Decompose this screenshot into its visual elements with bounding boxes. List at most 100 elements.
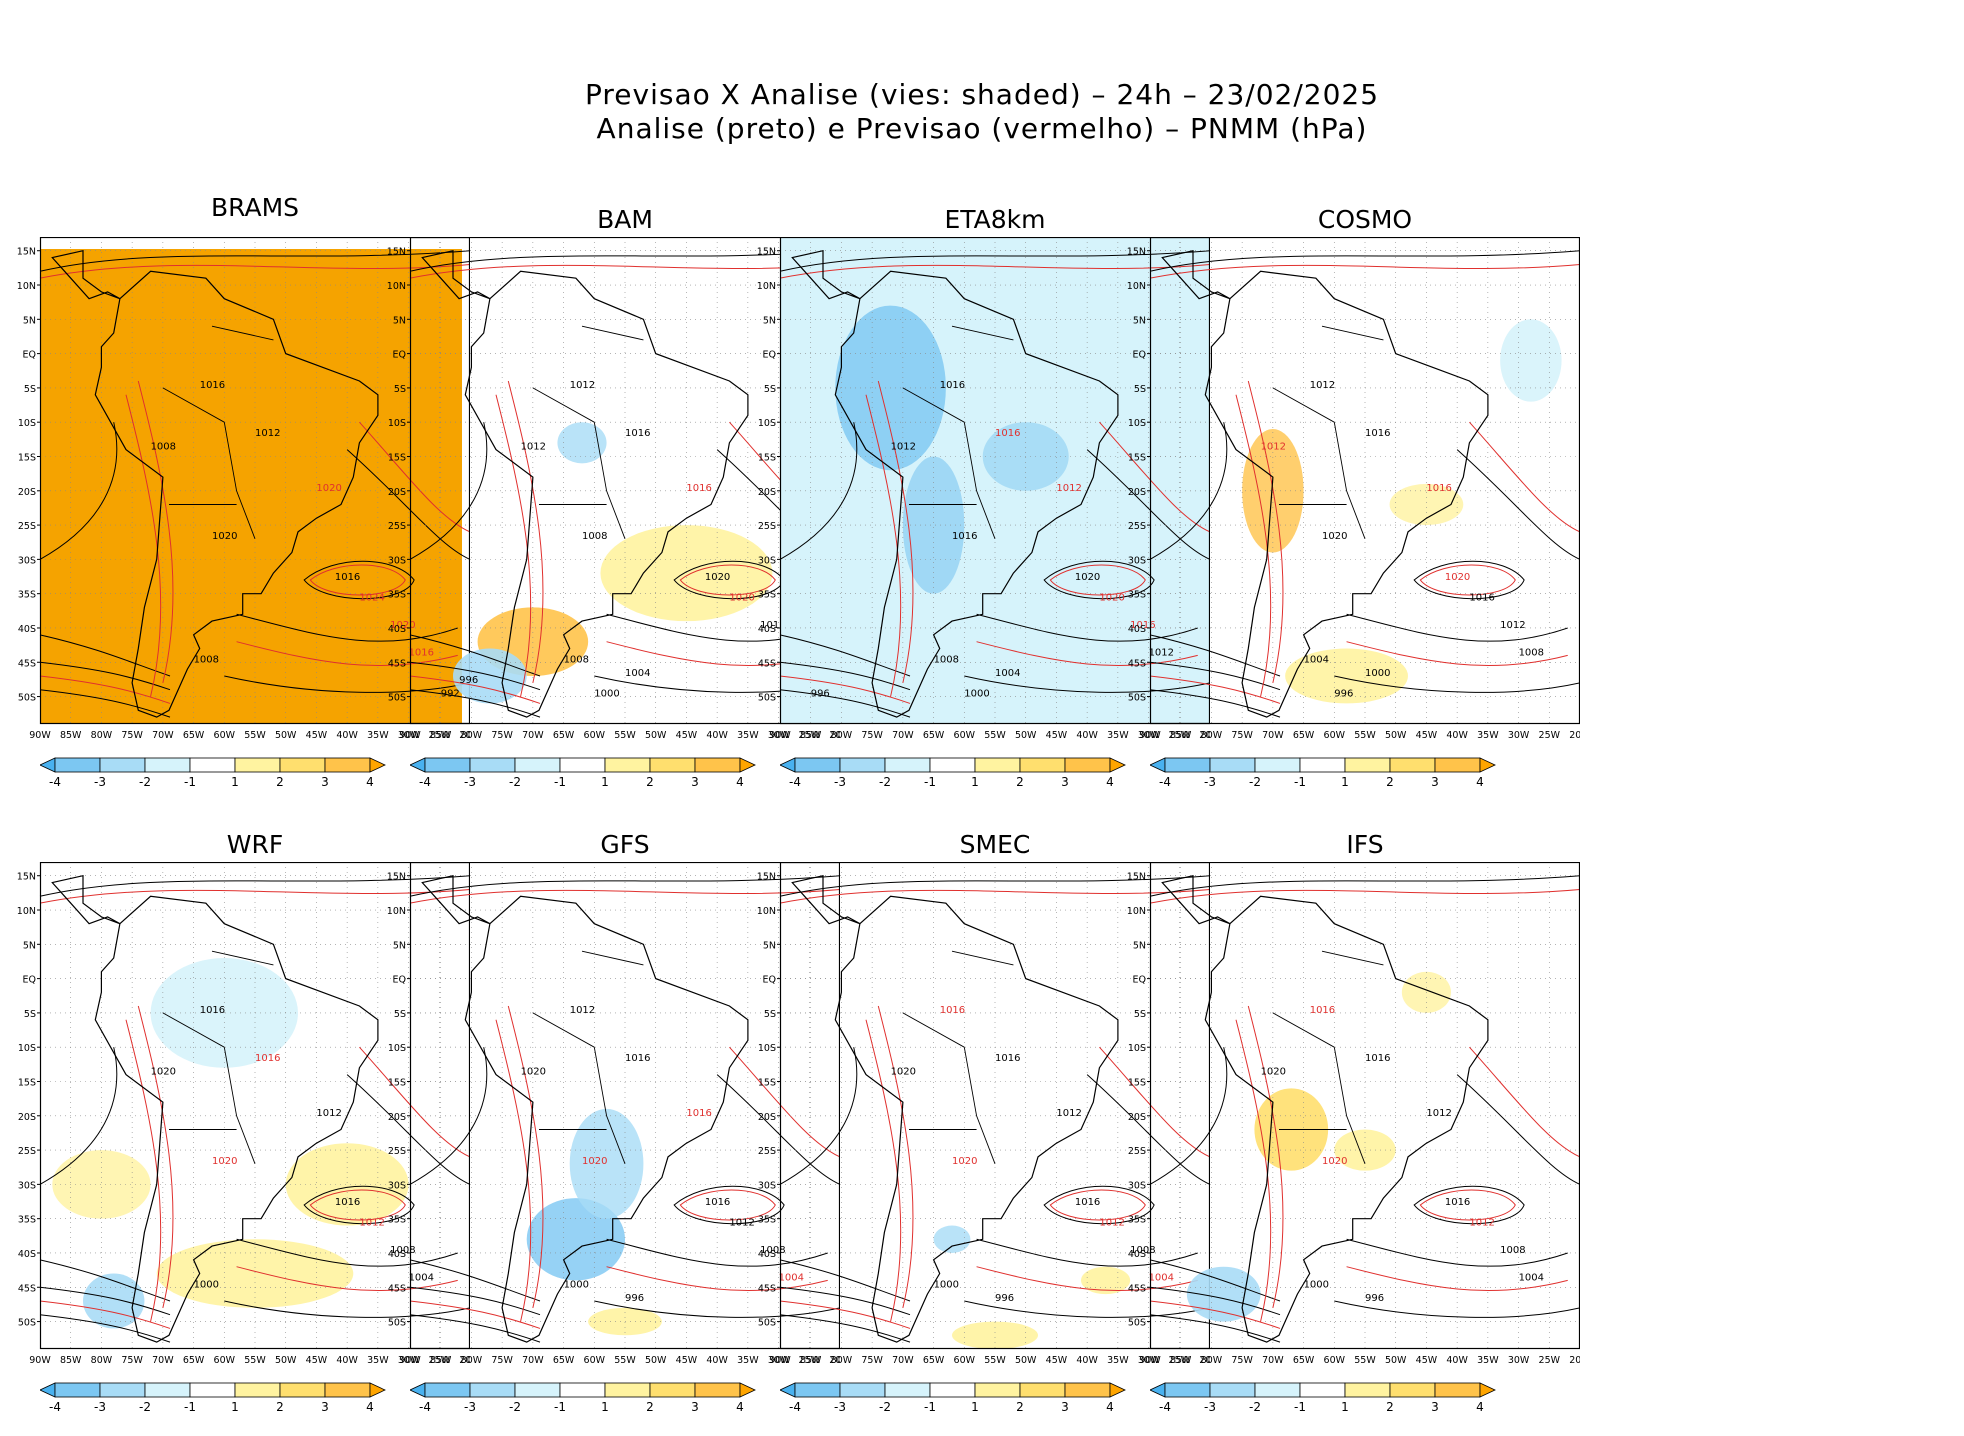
colorbar-segment — [794, 1382, 841, 1398]
analysis-isobar — [1413, 560, 1525, 600]
longitude-label: 70W — [892, 1355, 914, 1366]
analysis-isobar — [1346, 613, 1568, 642]
longitude-label: 30W — [1138, 1355, 1160, 1366]
colorbar-segment — [559, 1382, 606, 1398]
colorbar-label: 3 — [321, 1400, 329, 1414]
analysis-isobar — [779, 1047, 858, 1185]
colorbar-segment — [929, 757, 976, 773]
colorbar-label: 1 — [231, 1400, 239, 1414]
latitude-label: 30S — [18, 1180, 36, 1191]
longitude-label: 70W — [522, 1355, 544, 1366]
longitude-label: 45W — [306, 730, 328, 741]
forecast-isobar — [1149, 675, 1281, 704]
latitude-label: 45S — [1128, 658, 1146, 669]
longitude-label: 50W — [645, 730, 667, 741]
colorbar-segment — [1254, 1382, 1301, 1398]
isobar-value-label: 1004 — [1149, 1272, 1174, 1283]
colorbar-segment — [234, 757, 281, 773]
colorbar-label: 2 — [1016, 775, 1024, 789]
analysis-isobar — [1149, 634, 1281, 677]
latitude-label: 25S — [388, 521, 406, 532]
bias-area — [1389, 483, 1464, 526]
isobar-value-label: 1016 — [1130, 620, 1155, 631]
bias-area — [933, 1225, 971, 1253]
colorbar-label: 3 — [1431, 775, 1439, 789]
colorbar-segment — [1299, 757, 1346, 773]
longitude-label: 80W — [1201, 1355, 1223, 1366]
colorbar-arrow — [409, 757, 426, 773]
latitude-label: 5N — [23, 315, 36, 326]
isobar-value-label: 1012 — [359, 1218, 384, 1229]
latitude-label: 10S — [758, 418, 776, 429]
latitude-label: 10S — [18, 1043, 36, 1054]
colorbar-label: -1 — [924, 1400, 936, 1414]
latitude-label: 45S — [18, 1283, 36, 1294]
latitude-label: 50S — [758, 693, 776, 704]
longitude-label: 30W — [768, 730, 790, 741]
longitude-label: 30W — [1508, 1355, 1530, 1366]
colorbar-label: 4 — [1106, 1400, 1114, 1414]
longitude-label: 85W — [430, 730, 452, 741]
map-border — [39, 237, 470, 725]
map-panel-ifs: IFS 1016 1016 1012 1020 1020 1016 1012 1008 1004 1… — [1110, 820, 1580, 1430]
colorbar-label: -4 — [789, 1400, 801, 1414]
isobar-value-label: 1016 — [995, 1053, 1020, 1064]
colorbar-segment — [839, 1382, 886, 1398]
colorbar-label: 3 — [691, 775, 699, 789]
map-frame: 1012 1016 1016 1020 1020 1016 1012 1008 1004 1000… — [387, 862, 840, 1366]
latitude-label: 45S — [1128, 1283, 1146, 1294]
map-panel-cosmo: COSMO 1012 1016 1016 1012 1020 1020 1016 1012 100… — [1110, 195, 1580, 805]
isobar-value-label: 1016 — [1075, 1197, 1100, 1208]
colorbar-label: 1 — [971, 1400, 979, 1414]
analysis-isobar — [346, 449, 470, 560]
longitude-label: 40W — [706, 1355, 728, 1366]
colorbar-segment — [884, 1382, 931, 1398]
forecast-isobar — [779, 263, 1210, 279]
colorbar: -4 -3 -2 -1 1 2 3 4 — [1149, 1375, 1580, 1425]
forecast-isobar — [1149, 1300, 1281, 1329]
colorbar-label: 4 — [366, 775, 374, 789]
latitude-label: 5S — [764, 384, 776, 395]
longitude-label: 20W — [459, 1355, 470, 1366]
isobar-value-label: 1020 — [1322, 1156, 1347, 1167]
latitude-label: 15N — [757, 247, 776, 258]
longitude-label: 50W — [1015, 730, 1037, 741]
isobar-value-label: 1012 — [1426, 1108, 1451, 1119]
forecast-isobar — [1247, 380, 1284, 683]
bias-area — [600, 525, 773, 622]
isobar-value-label: 1008 — [151, 442, 176, 453]
colorbar-arrow — [409, 1382, 426, 1398]
latitude-label: 50S — [758, 1318, 776, 1329]
latitude-label: 10S — [1128, 1043, 1146, 1054]
longitude-label: 50W — [275, 1355, 297, 1366]
coastline — [791, 249, 861, 300]
longitude-label: 30W — [768, 1355, 790, 1366]
latitude-label: 40S — [758, 1249, 776, 1260]
colorbar-segment — [234, 1382, 281, 1398]
isobar-value-label: 1000 — [1365, 668, 1390, 679]
colorbar-label: 1 — [1341, 1400, 1349, 1414]
longitude-label: 85W — [60, 730, 82, 741]
isobar-value-label: 1012 — [1310, 380, 1335, 391]
analysis-isobar — [1149, 875, 1580, 897]
isobar-value-label: 1020 — [729, 593, 754, 604]
analysis-isobar — [303, 1185, 415, 1225]
latitude-label: 20S — [758, 487, 776, 498]
longitude-label: 75W — [491, 1355, 513, 1366]
isobar-value-label: 1016 — [686, 483, 711, 494]
longitude-label: 45W — [676, 1355, 698, 1366]
isobar-value-label: 1016 — [940, 1005, 965, 1016]
colorbar-segment — [514, 1382, 561, 1398]
analysis-isobar — [976, 1238, 1198, 1267]
longitude-label: 25W — [799, 1355, 821, 1366]
isobar-value-label: 1016 — [200, 380, 225, 391]
latitude-label: EQ — [393, 975, 406, 986]
analysis-isobar — [224, 1300, 470, 1318]
colorbar-segment — [929, 1382, 976, 1398]
forecast-isobar — [1049, 564, 1146, 596]
colorbar-arrow — [1479, 1382, 1496, 1398]
longitude-label: 65W — [183, 730, 205, 741]
longitude-label: 60W — [584, 730, 606, 741]
bias-area — [569, 1108, 644, 1219]
analysis-isobar — [39, 1259, 171, 1302]
